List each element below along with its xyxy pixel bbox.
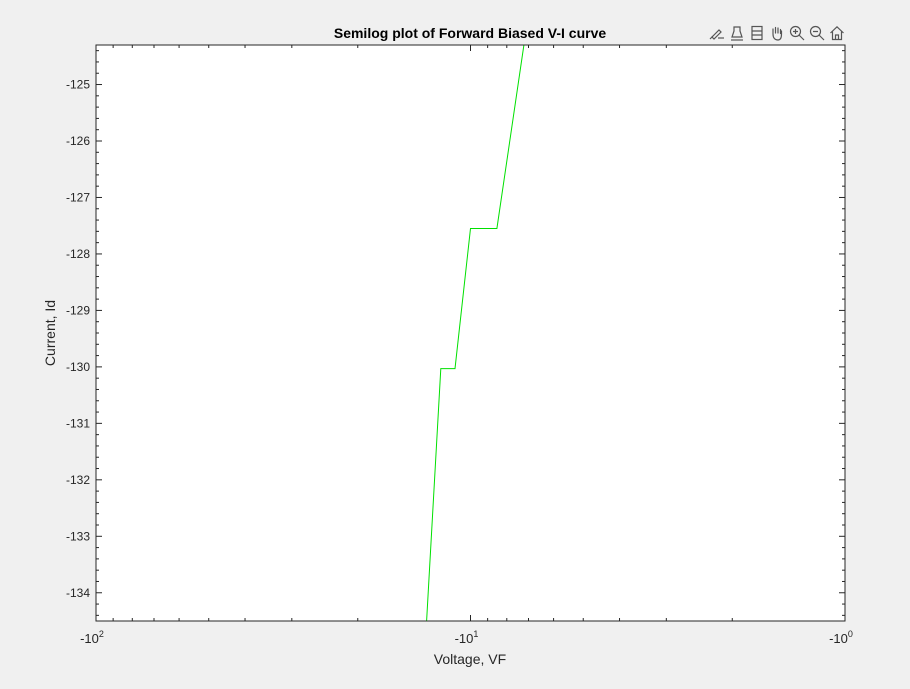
x-tick-label: -101: [455, 629, 479, 646]
y-tick-label: -129: [66, 303, 90, 317]
y-tick-label: -125: [66, 78, 90, 92]
axes-toolbar: [708, 24, 846, 42]
axes-box: [95, 44, 846, 622]
zoom-out-icon[interactable]: [808, 24, 826, 42]
y-tick-label: -131: [66, 416, 90, 430]
y-tick-label: -133: [66, 529, 90, 543]
y-tick-label: -134: [66, 586, 90, 600]
colorbar-icon[interactable]: [748, 24, 766, 42]
y-tick-labels: -125 -126 -127 -128 -129 -130 -131 -132 -133 -134: [66, 78, 90, 600]
y-tick-label: -130: [66, 360, 90, 374]
data-tips-icon[interactable]: [728, 24, 746, 42]
y-tick-label: -128: [66, 247, 90, 261]
brush-icon[interactable]: [708, 24, 726, 42]
zoom-in-icon[interactable]: [788, 24, 806, 42]
home-icon[interactable]: [828, 24, 846, 42]
y-axis-label: Current, Id: [42, 300, 58, 366]
pan-hand-icon[interactable]: [768, 24, 786, 42]
y-tick-label: -127: [66, 190, 90, 204]
axes-background: [96, 45, 845, 621]
y-tick-label: -132: [66, 473, 90, 487]
chart-title: Semilog plot of Forward Biased V-I curve: [334, 25, 606, 41]
x-axis-label: Voltage, VF: [434, 651, 506, 667]
y-tick-label: -126: [66, 134, 90, 148]
x-tick-labels: -102 -101 -100: [80, 629, 853, 646]
x-tick-label: -102: [80, 629, 104, 646]
x-tick-label: -100: [829, 629, 853, 646]
